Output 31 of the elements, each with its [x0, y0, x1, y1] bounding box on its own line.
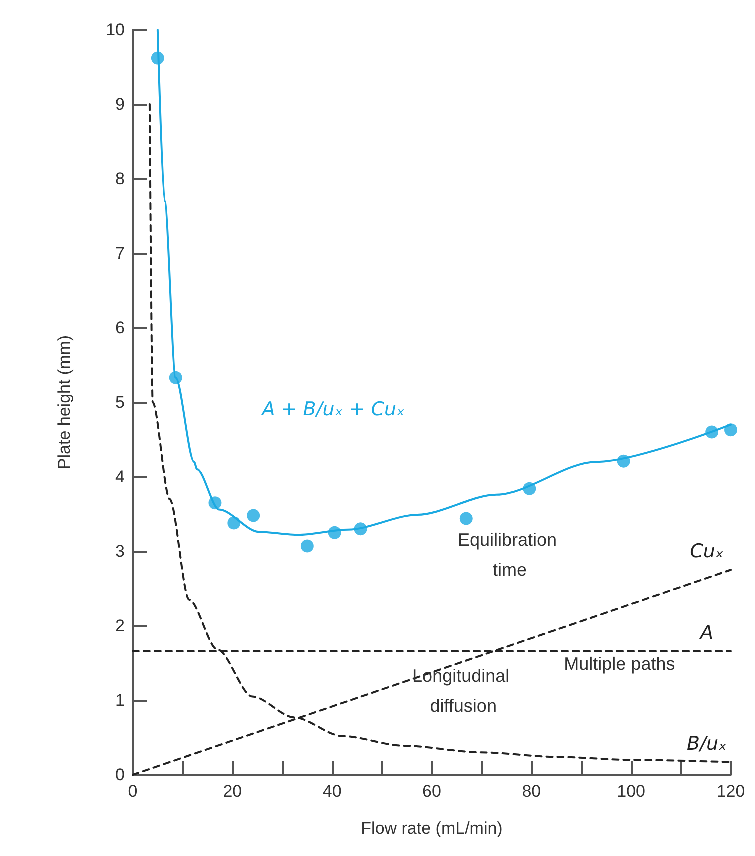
x-tick-label: 40: [322, 782, 342, 801]
y-tick-label: 4: [116, 468, 125, 486]
x-tick-label: 0: [128, 782, 138, 801]
y-tick-label: 9: [116, 95, 125, 114]
x-tick-label: 120: [716, 782, 746, 801]
x-tick-label: 20: [223, 782, 242, 801]
y-tick-label: 8: [116, 170, 125, 188]
point: [460, 512, 473, 526]
y-tick-label: 7: [116, 244, 125, 263]
point: [300, 540, 314, 553]
y-axis-title: Plate height (mm): [55, 335, 74, 470]
annotation: Equilibration time: [458, 530, 562, 580]
x-tick-label: 80: [522, 782, 542, 801]
series-label: B/uₓ: [687, 732, 727, 755]
y-tick-label: 0: [116, 766, 125, 784]
series-label: Cuₓ: [690, 540, 724, 563]
x-axis-title: Flow rate (mL/min): [361, 819, 503, 838]
series-label: A: [698, 622, 714, 644]
x-tick-label: 60: [422, 782, 442, 801]
y-tick-label: 6: [116, 318, 125, 338]
x-tick-label: 100: [617, 782, 646, 801]
point: [247, 509, 260, 522]
y-tick-label: 10: [106, 20, 125, 40]
y-tick-label: 2: [116, 616, 125, 636]
point: [724, 424, 738, 437]
y-tick-label: 5: [116, 393, 125, 412]
text: A + B/uₓ + Cuₓ: [260, 398, 405, 421]
annotation: Longitudinal diffusion: [412, 666, 515, 716]
annotation: Multiple paths: [564, 654, 676, 674]
y-tick-label: 3: [116, 542, 125, 561]
y-tick-label: 1: [116, 691, 125, 710]
